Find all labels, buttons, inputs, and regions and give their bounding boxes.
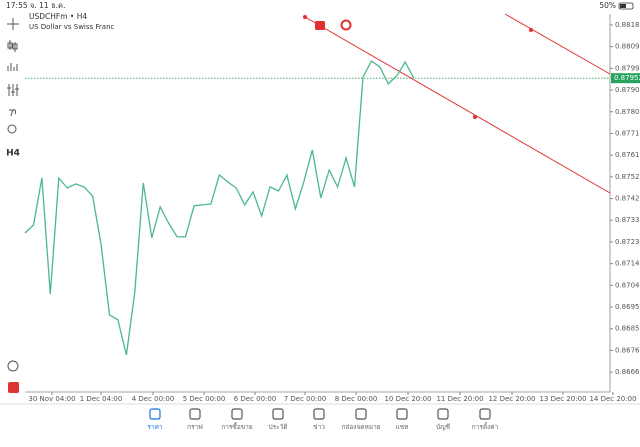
x-tick-label: 13 Dec 20:00 [539,395,586,403]
nav-label: ราคา [147,423,162,431]
status-date: จ. 11 ธ.ค. [30,1,65,10]
nav-icon [437,408,449,420]
chart-type-tool[interactable] [7,40,18,52]
nav-item[interactable]: บัญชี [436,408,451,431]
price-line [24,60,415,356]
zoom-tool[interactable] [7,360,19,372]
x-tick-label: 1 Dec 04:00 [80,395,123,403]
nav-label: ข่าว [313,423,325,431]
y-tick-label: 0.86665 [615,368,640,376]
nav-label: บัญชี [436,423,451,431]
nav-icon [355,408,367,420]
nav-label: การซื้อขาย [221,422,252,431]
trend-lines [304,13,611,194]
nav-icon [396,408,408,420]
nav-item[interactable]: การซื้อขาย [221,408,253,431]
x-tick-label: 30 Nov 04:00 [28,395,75,403]
one-click-trading[interactable] [8,382,19,393]
nav-icon [149,408,161,420]
anchor-point[interactable] [529,28,533,32]
nav-item[interactable]: กล่องจดหมาย [341,408,381,431]
nav-icon [189,408,201,420]
trend-line[interactable] [304,16,611,194]
x-tick-label: 12 Dec 20:00 [488,395,535,403]
nav-item[interactable]: ประวัติ [269,408,288,431]
current-price-box [611,73,640,84]
y-tick-label: 0.88185 [615,21,640,29]
nav-icon [231,408,243,420]
nav-icon [313,408,325,420]
nav-item[interactable]: การตั้งค่า [472,408,499,431]
y-tick-label: 0.87615 [615,151,640,159]
status-time: 17:55 [6,1,28,10]
symbol[interactable]: USDCHFm • H4 [29,12,87,21]
y-tick-label: 0.87235 [615,238,640,246]
nav-label: กล่องจดหมาย [341,423,380,431]
nav-item[interactable]: ราคา [147,408,163,431]
trade-button[interactable] [315,21,325,30]
x-tick-label: 7 Dec 00:00 [284,395,327,403]
y-tick-label: 0.87425 [615,195,640,203]
nav-icon [479,408,491,420]
y-tick-label: 0.87805 [615,108,640,116]
nav-label: กราฟ [187,423,203,431]
nav-icon [272,408,284,420]
battery-fill [620,4,626,8]
x-tick-label: 6 Dec 00:00 [234,395,277,403]
y-tick-label: 0.86855 [615,325,640,333]
nav-item[interactable]: แชท [396,408,409,431]
trend-line[interactable] [504,13,611,75]
x-tick-label: 5 Dec 00:00 [183,395,226,403]
trend-anchors [303,15,533,119]
current-price-label: 0.87952 [614,74,640,82]
x-tick-label: 11 Dec 20:00 [436,395,483,403]
symbol-description: US Dollar vs Swiss Franc [29,23,115,31]
anchor-point[interactable] [303,15,307,19]
y-tick-label: 0.87045 [615,281,640,289]
settings-tool[interactable] [7,84,19,96]
nav-label: การตั้งค่า [472,422,499,431]
anchor-point[interactable] [473,115,477,119]
x-tick-label: 8 Dec 00:00 [335,395,378,403]
x-tick-label: 4 Dec 00:00 [132,395,175,403]
nav-label: แชท [396,423,409,431]
function-tool[interactable] [9,109,16,117]
nav-item[interactable]: ข่าว [313,408,325,431]
x-tick-label: 10 Dec 20:00 [384,395,431,403]
objects-tool[interactable] [7,124,17,134]
x-tick-label: 14 Dec 20:00 [589,395,636,403]
timeframe-button[interactable]: H4 [6,149,20,159]
trade-toggle[interactable] [340,19,352,31]
battery-level: 50% [599,1,616,10]
battery-icon [618,2,634,10]
left-toolbar [7,18,19,372]
nav-label: ประวัติ [269,423,288,431]
y-tick-label: 0.87995 [615,64,640,72]
indicator-tool[interactable] [7,63,18,71]
crosshair-tool[interactable] [7,18,19,30]
nav-item[interactable]: กราฟ [187,408,203,431]
